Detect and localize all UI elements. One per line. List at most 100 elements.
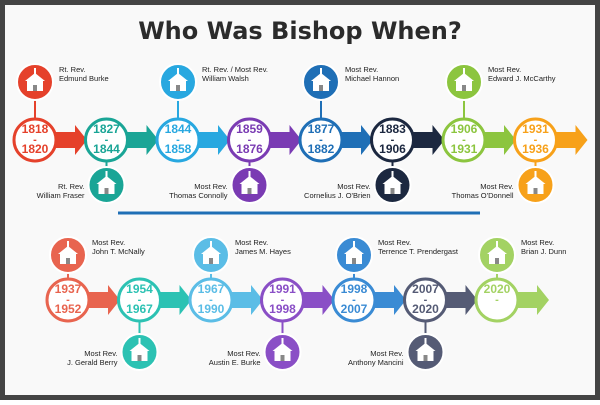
icon-door [33, 85, 37, 91]
bishop-rank: Most Rev. [480, 182, 513, 191]
start-year: 1998 [341, 282, 368, 296]
icon-door [319, 85, 323, 91]
bishop-rank: Most Rev. [337, 182, 370, 191]
icon-door [137, 355, 142, 361]
icon-roof [129, 343, 150, 351]
icon-spire [424, 338, 427, 344]
end-year: 1936 [522, 142, 549, 156]
bishop-rank: Most Rev. [370, 349, 403, 358]
arrow [192, 125, 230, 155]
bishop-name: Thomas Connolly [169, 191, 228, 200]
icon-roof [344, 246, 364, 254]
bishop-name: Edmund Burke [59, 74, 109, 83]
icon-door [352, 258, 356, 264]
arrow [263, 125, 302, 155]
start-year: 1931 [522, 122, 549, 136]
icon-roof [525, 176, 546, 184]
end-year: 1998 [269, 302, 296, 316]
bishop-rank: Rt. Rev. / Most Rev. [202, 65, 268, 74]
icon-spire [463, 68, 465, 74]
icon-door [66, 258, 70, 264]
end-year: 1990 [198, 302, 225, 316]
year-separator: - [462, 134, 466, 146]
arrow [82, 285, 120, 315]
icon-spire [210, 241, 212, 247]
start-year: 2020 [484, 282, 511, 296]
arrow [120, 125, 159, 155]
icon-door [423, 355, 428, 361]
bishop-name: John T. McNally [92, 247, 145, 256]
year-separator: - [534, 134, 538, 146]
icon-spire [281, 338, 284, 344]
bishop-name: J. Gerald Berry [67, 358, 118, 367]
bishop-name: Terrence T. Prendergast [378, 247, 459, 256]
timeline-node: 1827-1844 Rt. Rev.William Fraser [37, 117, 159, 204]
start-year: 1859 [236, 122, 263, 136]
title: Who Was Bishop When? [138, 17, 462, 45]
year-separator: - [319, 134, 323, 146]
year-separator: - [281, 294, 285, 306]
year-separator: - [352, 294, 356, 306]
year-separator: - [424, 294, 428, 306]
icon-spire [391, 171, 394, 177]
year-separator: - [209, 294, 213, 306]
bishop-name: William Fraser [37, 191, 85, 200]
icon-spire [105, 171, 108, 177]
icon-door [104, 188, 109, 194]
arrow [225, 285, 263, 315]
icon-door [533, 188, 538, 194]
icon-door [280, 355, 285, 361]
start-year: 1937 [55, 282, 82, 296]
arrow [511, 285, 549, 315]
icon-door [209, 258, 213, 264]
icon-roof [272, 343, 293, 351]
bishop-rank: Most Rev. [488, 65, 521, 74]
arrow [49, 125, 87, 155]
year-separator: - [248, 134, 252, 146]
end-year: 2007 [341, 302, 368, 316]
icon-door [247, 188, 252, 194]
icon-spire [177, 68, 179, 74]
year-separator: - [33, 134, 37, 146]
icon-roof [25, 73, 45, 81]
end-year: 1906 [379, 142, 406, 156]
icon-roof [454, 73, 474, 81]
icon-spire [496, 241, 498, 247]
icon-spire [353, 241, 355, 247]
icon-roof [382, 176, 403, 184]
bishop-rank: Most Rev. [194, 182, 227, 191]
icon-door [495, 258, 499, 264]
bishop-name: Austin E. Burke [209, 358, 261, 367]
arrow [549, 125, 588, 155]
bishop-rank: Most Rev. [227, 349, 260, 358]
icon-roof [415, 343, 436, 351]
bishop-rank: Most Rev. [345, 65, 378, 74]
bishop-rank: Most Rev. [235, 238, 268, 247]
start-year: 1954 [126, 282, 153, 296]
start-year: 1877 [308, 122, 335, 136]
timeline-node: 2020- Most Rev.Brian J. Dunn [474, 236, 566, 323]
arrow [439, 285, 478, 315]
icon-roof [311, 73, 331, 81]
year-separator: - [66, 294, 70, 306]
start-year: 1827 [93, 122, 120, 136]
bishop-rank: Rt. Rev. [59, 65, 86, 74]
icon-spire [320, 68, 322, 74]
bishop-rank: Rt. Rev. [58, 182, 85, 191]
icon-roof [58, 246, 78, 254]
icon-spire [534, 171, 537, 177]
icon-roof [96, 176, 117, 184]
arrow [406, 125, 445, 155]
icon-spire [34, 68, 36, 74]
icon-roof [487, 246, 507, 254]
